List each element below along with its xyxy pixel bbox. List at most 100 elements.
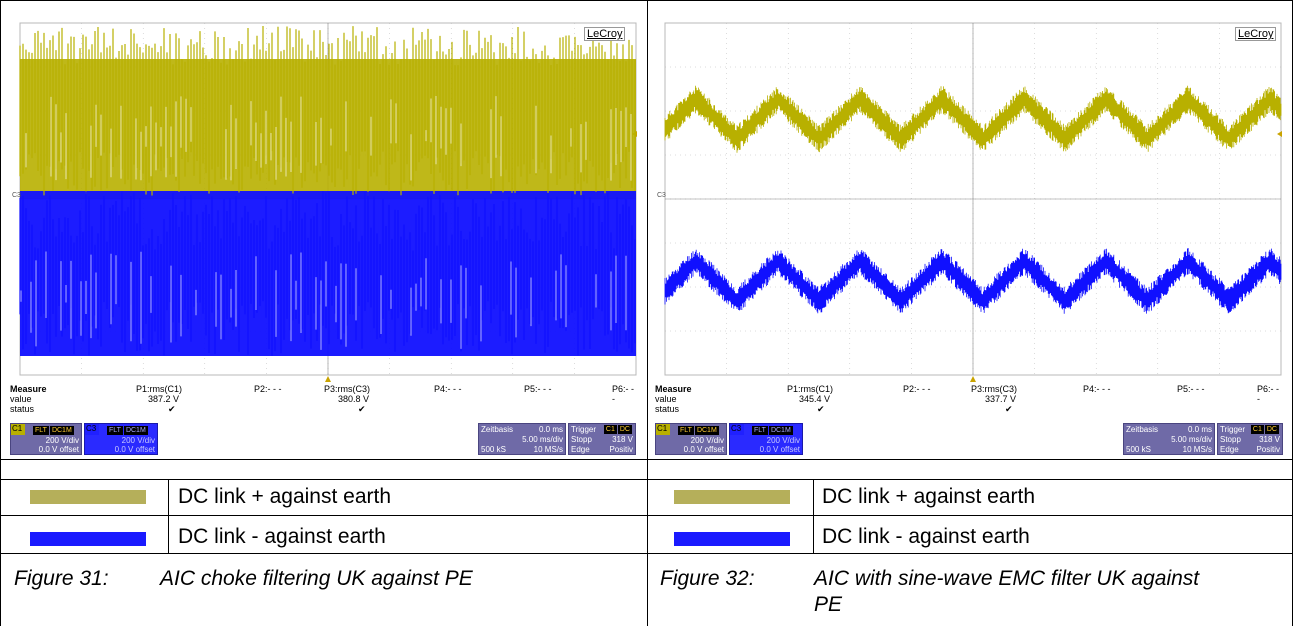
measure-header: Measure xyxy=(10,384,47,394)
trigger-tag-coupling: DC xyxy=(617,425,632,434)
c3-label: C3 xyxy=(85,424,99,435)
timebase-delay: 0.0 ms xyxy=(1187,425,1212,434)
param-p6[interactable]: P6:- - - xyxy=(1257,384,1280,404)
param-p5[interactable]: P5:- - - xyxy=(1177,384,1205,394)
param-p5[interactable]: P5:- - - xyxy=(524,384,552,394)
timebase-rate: 10 MS/s xyxy=(533,445,563,454)
lecroy-logo: LeCroy xyxy=(1235,27,1277,41)
trigger-mode: Stopp xyxy=(1220,435,1241,444)
trace-striations xyxy=(20,96,632,350)
status-label: status xyxy=(10,404,35,414)
trigger-position-marker xyxy=(325,376,331,382)
c1-label: C1 xyxy=(656,424,670,435)
param-p1-value: 387.2 V xyxy=(148,394,180,404)
trigger-level: 318 V xyxy=(1259,435,1280,444)
c1-vdiv: 200 V/div xyxy=(690,436,724,445)
timebase-label: Zeitbasis xyxy=(481,425,514,434)
param-p2[interactable]: P2:- - - xyxy=(903,384,931,394)
trigger-tag-source: C1 xyxy=(1250,425,1264,434)
legend-divider-right xyxy=(813,480,814,554)
table-rule-2 xyxy=(0,515,1293,516)
c1-tag-filter: FLT xyxy=(33,426,49,435)
legend-divider-left xyxy=(168,480,169,554)
c1-tag-filter: FLT xyxy=(678,426,694,435)
legend-label-dc-plus: DC link + against earth xyxy=(822,485,1036,508)
c1-tag-coupling: DC1M xyxy=(694,426,719,435)
legend-label-dc-minus: DC link - against earth xyxy=(822,525,1030,548)
trigger-slope: Positiv xyxy=(1256,445,1280,454)
scope-display-left xyxy=(19,22,637,382)
param-p3-value: 337.7 V xyxy=(985,394,1017,404)
caption-number-32: Figure 32: xyxy=(660,567,755,590)
c1-tag-coupling: DC1M xyxy=(49,426,74,435)
trigger-tag-coupling: DC xyxy=(1264,425,1279,434)
trigger-slope: Positiv xyxy=(609,445,633,454)
param-p3[interactable]: P3:rms(C3) xyxy=(324,384,371,394)
caption-text-31: AIC choke filtering UK against PE xyxy=(160,567,473,590)
legend-swatch-dc-plus xyxy=(30,490,146,504)
table-rule-3 xyxy=(0,553,1293,554)
legend-label-dc-plus: DC link + against earth xyxy=(178,485,392,508)
caption-text-32: AIC with sine-wave EMC filter UK against… xyxy=(814,567,1200,616)
trigger-level: 318 V xyxy=(612,435,633,444)
c3-offset: 0.0 V offset xyxy=(114,445,155,454)
timebase-samples: 500 kS xyxy=(1126,445,1151,454)
param-p1[interactable]: P1:rms(C1) xyxy=(136,384,183,394)
timebase-box[interactable]: Zeitbasis 0.0 ms 5.00 ms/div 500 kS 10 M… xyxy=(478,423,566,455)
table-rule-1 xyxy=(0,459,1293,460)
table-border-top xyxy=(0,0,1293,1)
measure-table: Measure value status P1:rms(C1) 345.4 V … xyxy=(653,384,1283,424)
trigger-box[interactable]: Trigger C1 DC Stopp 318 V Edge Positiv xyxy=(568,423,636,455)
timebase-tdiv: 5.00 ms/div xyxy=(522,435,563,444)
timebase-tdiv: 5.00 ms/div xyxy=(1171,435,1212,444)
param-p4[interactable]: P4:- - - xyxy=(434,384,462,394)
c3-tag-filter: FLT xyxy=(752,426,768,435)
timebase-label: Zeitbasis xyxy=(1126,425,1159,434)
trigger-tag-source: C1 xyxy=(603,425,617,434)
c1-offset: 0.0 V offset xyxy=(38,445,79,454)
c3-vdiv: 200 V/div xyxy=(766,436,800,445)
measure-header: Measure xyxy=(655,384,692,394)
c3-label: C3 xyxy=(730,424,744,435)
trace-c3-dc-minus xyxy=(19,191,636,356)
table-border-left xyxy=(0,0,1,626)
timebase-box[interactable]: Zeitbasis 0.0 ms 5.00 ms/div 500 kS 10 M… xyxy=(1123,423,1215,455)
value-label: value xyxy=(10,394,32,404)
trace-c1-dc-plus xyxy=(664,85,1282,153)
trigger-label: Trigger xyxy=(1220,425,1246,434)
scope-display-right xyxy=(664,22,1282,382)
param-p2[interactable]: P2:- - - xyxy=(254,384,282,394)
caption-number-31: Figure 31: xyxy=(14,567,109,590)
legend-swatch-dc-minus xyxy=(674,532,790,546)
trigger-mode: Stopp xyxy=(571,435,592,444)
param-p3-status: ✔ xyxy=(358,404,366,414)
table-rule-legend xyxy=(0,479,1293,480)
table-border-middle xyxy=(647,0,648,626)
c3-vdiv: 200 V/div xyxy=(121,436,155,445)
channel-c3-box[interactable]: C3 FLT DC1M 200 V/div 0.0 V offset xyxy=(84,423,158,455)
scope-panel-right: LeCroy C3 Measure value status P1:rms(C1… xyxy=(653,1,1283,457)
param-p3-status: ✔ xyxy=(1005,404,1013,414)
channel-c1-box[interactable]: C1 FLT DC1M 200 V/div 0.0 V offset xyxy=(10,423,82,455)
legend-swatch-dc-minus xyxy=(30,532,146,546)
c3-offset: 0.0 V offset xyxy=(759,445,800,454)
status-label: status xyxy=(655,404,680,414)
param-p3-value: 380.8 V xyxy=(338,394,370,404)
param-p3[interactable]: P3:rms(C3) xyxy=(971,384,1018,394)
trigger-position-marker xyxy=(970,376,976,382)
param-p6[interactable]: P6:- - - xyxy=(612,384,635,404)
trace-c3-dc-minus xyxy=(664,248,1282,314)
trigger-box[interactable]: Trigger C1 DC Stopp 318 V Edge Positiv xyxy=(1217,423,1283,455)
param-p4[interactable]: P4:- - - xyxy=(1083,384,1111,394)
timebase-delay: 0.0 ms xyxy=(538,425,563,434)
param-p1[interactable]: P1:rms(C1) xyxy=(787,384,834,394)
trigger-label: Trigger xyxy=(571,425,597,434)
c3-tag-coupling: DC1M xyxy=(123,426,148,435)
lecroy-logo: LeCroy xyxy=(584,27,626,41)
channel-c1-box[interactable]: C1 FLT DC1M 200 V/div 0.0 V offset xyxy=(655,423,727,455)
channel-c3-box[interactable]: C3 FLT DC1M 200 V/div 0.0 V offset xyxy=(729,423,803,455)
c3-tag-coupling: DC1M xyxy=(768,426,793,435)
trigger-type: Edge xyxy=(571,445,590,454)
param-p1-status: ✔ xyxy=(817,404,825,414)
